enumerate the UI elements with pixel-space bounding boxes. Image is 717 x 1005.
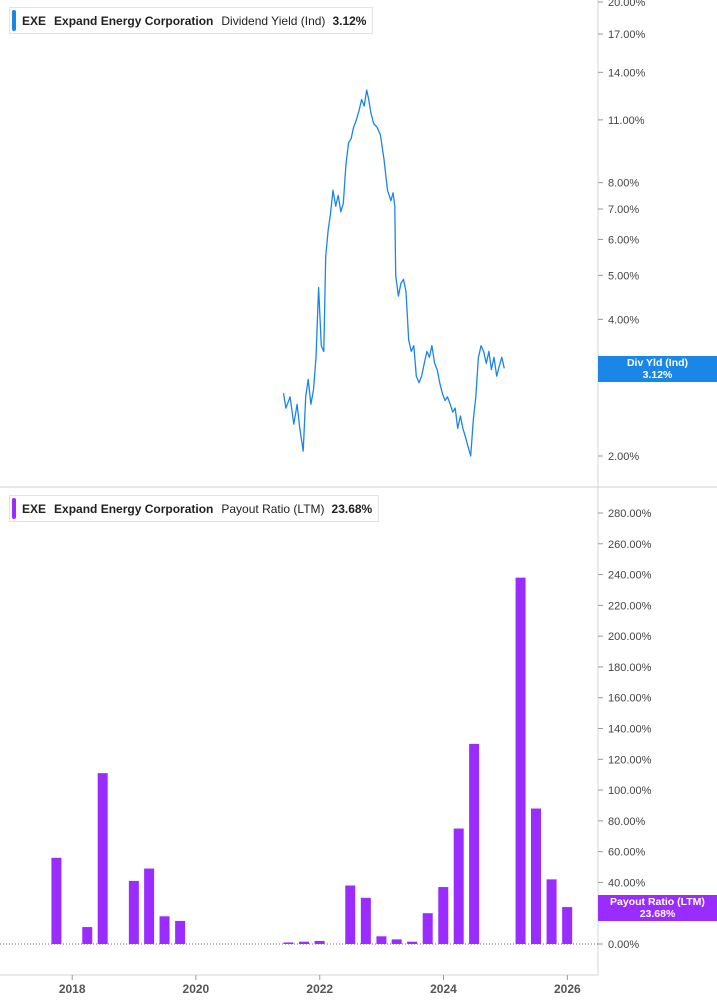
payout-bar[interactable] [97,773,108,944]
payout-bar[interactable] [345,885,356,944]
payout-tick-label: 260.00% [608,539,652,551]
payout-bar[interactable] [51,857,62,944]
legend-metric: Payout Ratio (LTM) [221,501,325,516]
payout-bar[interactable] [128,880,139,944]
payout-tick-label: 180.00% [608,662,652,674]
yield-tick-label: 14.00% [608,67,646,79]
payout-bar[interactable] [453,828,464,944]
legend-value: 23.68% [331,501,373,516]
payout-tick-label: 40.00% [608,877,646,889]
yield-tick-label: 5.00% [608,270,639,282]
tag-value: 3.12% [642,369,673,381]
payout-axis: 280.00% 260.00% 240.00% 220.00% 200.00% 180.0… [598,508,652,951]
payout-bar[interactable] [469,743,480,944]
payout-bar[interactable] [314,940,325,944]
payout-bar[interactable] [283,942,294,944]
payout-tick-label: 60.00% [608,847,646,859]
legend-company: Expand Energy Corporation [54,501,214,516]
payout-bar[interactable] [360,897,371,944]
payout-tick-label: 120.00% [608,754,652,766]
payout-bar[interactable] [376,936,387,944]
payout-bar[interactable] [175,920,186,944]
x-tick-label: 2026 [554,982,581,996]
payout-tick-label: 280.00% [608,508,652,520]
payout-bar[interactable] [546,879,557,944]
yield-series [282,89,505,457]
legend-symbol: EXE [22,13,47,28]
payout-bar[interactable] [82,927,93,944]
tag-value: 23.68% [639,908,676,920]
yield-axis: 20.00% 17.00% 14.00% 11.00% 8.00% 7.00% 6.00% 5… [598,0,646,463]
legend-company: Expand Energy Corporation [54,13,214,28]
payout-bar[interactable] [530,808,541,944]
legend-payout-ratio[interactable]: EXE Expand Energy Corporation Payout Rat… [9,495,380,522]
legend-value: 3.12% [332,13,367,28]
payout-bars [51,577,573,944]
tag-label: Payout Ratio (LTM) [610,896,705,908]
payout-tick-label: 220.00% [608,600,652,612]
payout-tick-label: 100.00% [608,785,652,797]
x-tick-label: 2020 [183,982,210,996]
x-tick-label: 2022 [306,982,333,996]
payout-tick-label: 0.00% [608,939,639,951]
payout-bar[interactable] [515,577,526,944]
payout-tick-label: 160.00% [608,693,652,705]
legend-swatch [12,10,16,31]
yield-tick-label: 17.00% [608,29,646,41]
last-value-tag-yield: Div Yld (Ind) 3.12% [598,356,717,382]
payout-tick-label: 200.00% [608,631,652,643]
payout-bar[interactable] [438,887,449,944]
last-value-tag-payout: Payout Ratio (LTM) 23.68% [598,895,717,921]
payout-bar[interactable] [159,916,170,944]
legend-swatch [12,498,16,519]
yield-line [282,89,505,457]
payout-bar[interactable] [144,868,155,944]
payout-tick-label: 80.00% [608,816,646,828]
yield-tick-label: 4.00% [608,314,639,326]
time-axis: 2018 2020 2022 2024 2026 [59,975,581,996]
payout-bar[interactable] [562,907,573,944]
legend-symbol: EXE [22,501,47,516]
legend-dividend-yield[interactable]: EXE Expand Energy Corporation Dividend Y… [9,7,374,34]
yield-tick-label: 20.00% [608,0,646,9]
payout-bar[interactable] [298,941,309,944]
yield-tick-label: 8.00% [608,178,639,190]
yield-tick-label: 6.00% [608,234,639,246]
payout-tick-label: 240.00% [608,570,652,582]
yield-tick-label: 11.00% [608,115,645,127]
yield-tick-label: 2.00% [608,451,639,463]
payout-bar[interactable] [407,941,418,944]
legend-metric: Dividend Yield (Ind) [221,13,326,28]
tag-label: Div Yld (Ind) [626,357,689,369]
x-tick-label: 2018 [59,982,86,996]
payout-tick-label: 140.00% [608,724,652,736]
yield-tick-label: 7.00% [608,204,639,216]
payout-bar[interactable] [391,939,402,944]
payout-bar[interactable] [422,913,433,944]
x-tick-label: 2024 [430,982,457,996]
